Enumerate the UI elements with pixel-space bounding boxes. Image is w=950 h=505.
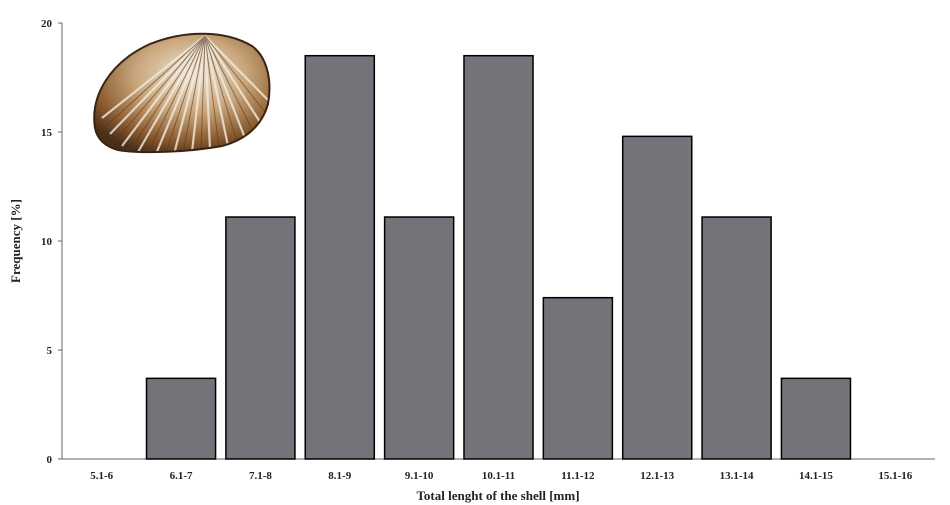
bar xyxy=(463,54,534,460)
x-tick-label: 10.1-11 xyxy=(482,470,515,482)
y-tick-label: 0 xyxy=(47,454,53,466)
y-tick-label: 20 xyxy=(41,18,53,30)
x-tick-label: 13.1-14 xyxy=(720,470,754,482)
x-tick-label: 7.1-8 xyxy=(249,470,272,482)
bar xyxy=(145,377,217,460)
x-tick-label: 11.1-12 xyxy=(561,470,595,482)
bar xyxy=(304,54,376,460)
y-tick-label: 15 xyxy=(41,127,53,139)
bar xyxy=(701,216,772,460)
bar xyxy=(542,296,614,460)
bar xyxy=(225,216,296,460)
x-tick-label: 12.1-13 xyxy=(640,470,674,482)
x-tick-label: 6.1-7 xyxy=(170,470,193,482)
x-tick-label: 15.1-16 xyxy=(878,470,912,482)
bar xyxy=(780,377,852,460)
y-axis-title: Frequency [%] xyxy=(8,199,23,283)
x-tick-label: 14.1-15 xyxy=(799,470,833,482)
x-axis-title: Total lenght of the shell [mm] xyxy=(416,488,579,503)
y-ticks: 0 5 10 15 20 xyxy=(41,18,62,466)
x-tick-label: 9.1-10 xyxy=(405,470,434,482)
x-tick-label: 5.1-6 xyxy=(90,470,113,482)
y-tick-label: 5 xyxy=(47,345,53,357)
x-ticks: 5.1-6 6.1-7 7.1-8 8.1-9 9.1-10 10.1-11 11.1-12… xyxy=(90,470,913,482)
bar xyxy=(383,216,455,460)
y-tick-label: 10 xyxy=(41,236,53,248)
bars xyxy=(145,54,852,460)
shell-photo xyxy=(93,32,271,154)
bar xyxy=(621,135,693,460)
x-tick-label: 8.1-9 xyxy=(328,470,351,482)
